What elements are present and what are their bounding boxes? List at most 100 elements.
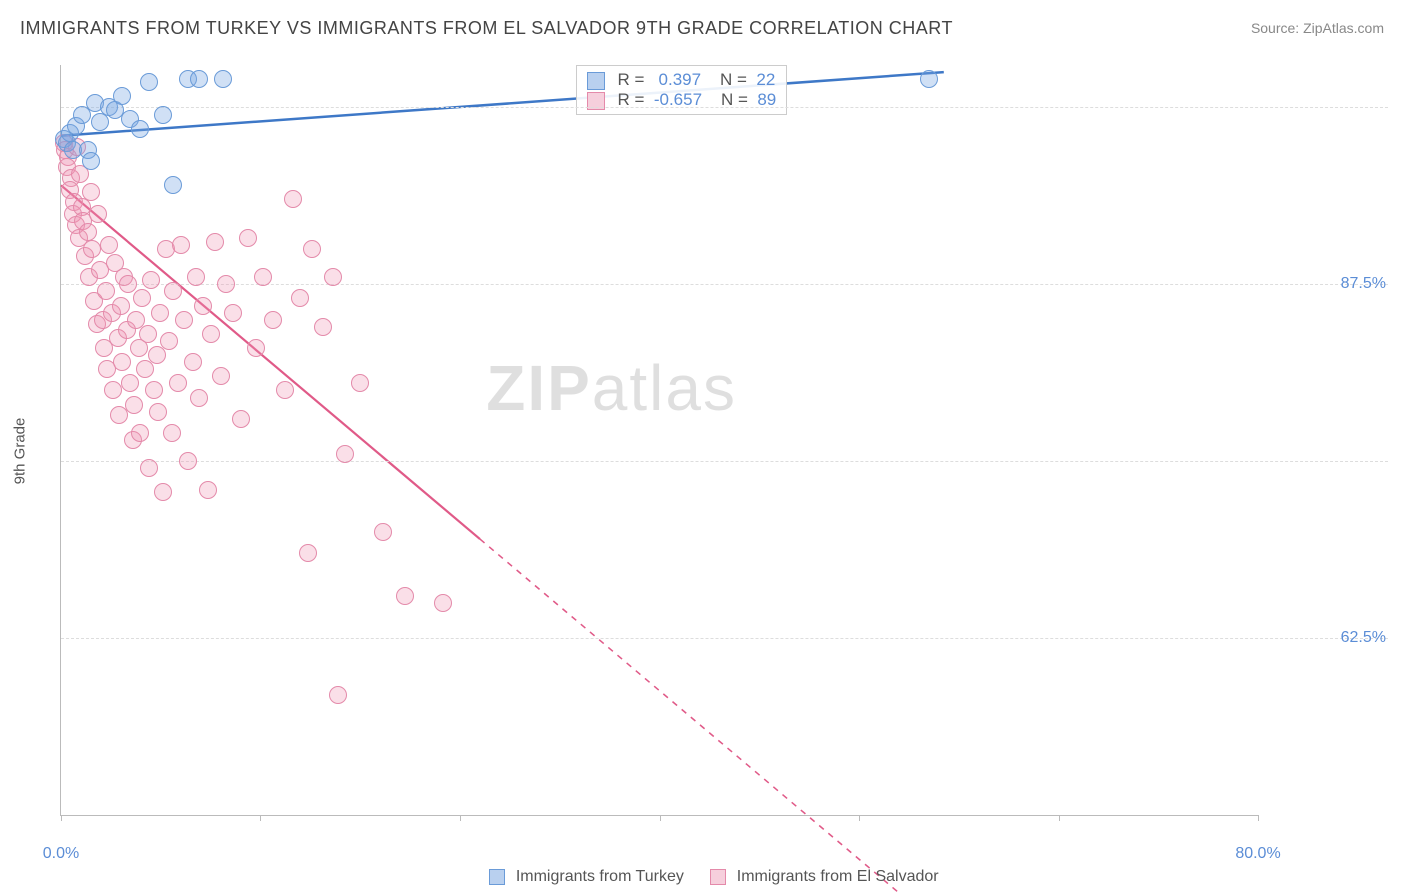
gridline-horizontal xyxy=(61,461,1388,462)
scatter-point xyxy=(264,311,282,329)
scatter-point xyxy=(79,223,97,241)
scatter-point xyxy=(276,381,294,399)
scatter-point xyxy=(329,686,347,704)
scatter-point xyxy=(247,339,265,357)
scatter-point xyxy=(374,523,392,541)
x-tick xyxy=(260,815,261,821)
regression-lines xyxy=(61,65,1258,815)
scatter-point xyxy=(239,229,257,247)
scatter-point xyxy=(314,318,332,336)
scatter-point xyxy=(100,236,118,254)
scatter-point xyxy=(254,268,272,286)
scatter-point xyxy=(351,374,369,392)
x-tick xyxy=(859,815,860,821)
chart-container: 9th Grade ZIPatlas R = 0.397 N = 22 R = … xyxy=(50,55,1388,846)
gridline-horizontal xyxy=(61,638,1388,639)
stats-r-label-2: R = xyxy=(617,90,644,109)
scatter-point xyxy=(291,289,309,307)
stats-n-label-1: N = xyxy=(720,70,747,89)
scatter-point xyxy=(179,452,197,470)
scatter-point xyxy=(131,424,149,442)
y-tick-label: 62.5% xyxy=(1266,629,1386,647)
stats-r-value-2: -0.657 xyxy=(654,90,702,109)
scatter-point xyxy=(396,587,414,605)
scatter-point xyxy=(133,289,151,307)
x-tick xyxy=(1258,815,1259,821)
watermark-zip: ZIP xyxy=(486,352,592,424)
scatter-point xyxy=(149,403,167,421)
scatter-point xyxy=(148,346,166,364)
scatter-point xyxy=(131,120,149,138)
scatter-point xyxy=(199,481,217,499)
regression-line-dashed xyxy=(480,539,899,892)
x-tick xyxy=(460,815,461,821)
scatter-point xyxy=(172,236,190,254)
scatter-point xyxy=(151,304,169,322)
scatter-point xyxy=(125,396,143,414)
stats-swatch-turkey xyxy=(587,72,605,90)
scatter-point xyxy=(190,70,208,88)
scatter-point xyxy=(224,304,242,322)
scatter-point xyxy=(184,353,202,371)
scatter-point xyxy=(324,268,342,286)
scatter-point xyxy=(119,275,137,293)
x-tick-label: 0.0% xyxy=(43,845,79,863)
x-tick-label: 80.0% xyxy=(1235,845,1280,863)
stats-row-turkey: R = 0.397 N = 22 xyxy=(587,70,777,90)
scatter-point xyxy=(140,459,158,477)
scatter-point xyxy=(104,381,122,399)
scatter-point xyxy=(142,271,160,289)
scatter-point xyxy=(214,70,232,88)
scatter-point xyxy=(175,311,193,329)
scatter-point xyxy=(163,424,181,442)
scatter-point xyxy=(202,325,220,343)
scatter-point xyxy=(83,240,101,258)
legend: Immigrants from Turkey Immigrants from E… xyxy=(0,868,1406,886)
scatter-point xyxy=(164,282,182,300)
scatter-point xyxy=(121,374,139,392)
chart-title: IMMIGRANTS FROM TURKEY VS IMMIGRANTS FRO… xyxy=(20,18,953,39)
scatter-point xyxy=(160,332,178,350)
scatter-point xyxy=(136,360,154,378)
scatter-point xyxy=(145,381,163,399)
scatter-point xyxy=(920,70,938,88)
x-tick xyxy=(660,815,661,821)
watermark-atlas: atlas xyxy=(592,352,737,424)
scatter-point xyxy=(299,544,317,562)
legend-swatch-elsalvador xyxy=(710,869,726,885)
scatter-point xyxy=(139,325,157,343)
scatter-point xyxy=(154,483,172,501)
scatter-point xyxy=(336,445,354,463)
source-attribution: Source: ZipAtlas.com xyxy=(1251,20,1384,36)
plot-area: ZIPatlas R = 0.397 N = 22 R = -0.657 N =… xyxy=(60,65,1258,816)
x-tick xyxy=(1059,815,1060,821)
scatter-point xyxy=(97,282,115,300)
scatter-point xyxy=(82,152,100,170)
scatter-point xyxy=(113,87,131,105)
scatter-point xyxy=(212,367,230,385)
stats-n-value-2: 89 xyxy=(757,90,776,109)
stats-r-label-1: R = xyxy=(617,70,644,89)
scatter-point xyxy=(140,73,158,91)
stats-n-value-1: 22 xyxy=(756,70,775,89)
scatter-point xyxy=(112,297,130,315)
scatter-point xyxy=(113,353,131,371)
scatter-point xyxy=(217,275,235,293)
scatter-point xyxy=(303,240,321,258)
scatter-point xyxy=(232,410,250,428)
scatter-point xyxy=(154,106,172,124)
scatter-point xyxy=(187,268,205,286)
scatter-point xyxy=(164,176,182,194)
gridline-horizontal xyxy=(61,107,1388,108)
scatter-point xyxy=(190,389,208,407)
scatter-point xyxy=(169,374,187,392)
scatter-point xyxy=(284,190,302,208)
stats-n-label-2: N = xyxy=(721,90,748,109)
legend-label-turkey: Immigrants from Turkey xyxy=(516,868,684,885)
scatter-point xyxy=(82,183,100,201)
scatter-point xyxy=(434,594,452,612)
x-tick xyxy=(61,815,62,821)
watermark: ZIPatlas xyxy=(486,351,737,425)
y-tick-label: 87.5% xyxy=(1266,275,1386,293)
scatter-point xyxy=(89,205,107,223)
